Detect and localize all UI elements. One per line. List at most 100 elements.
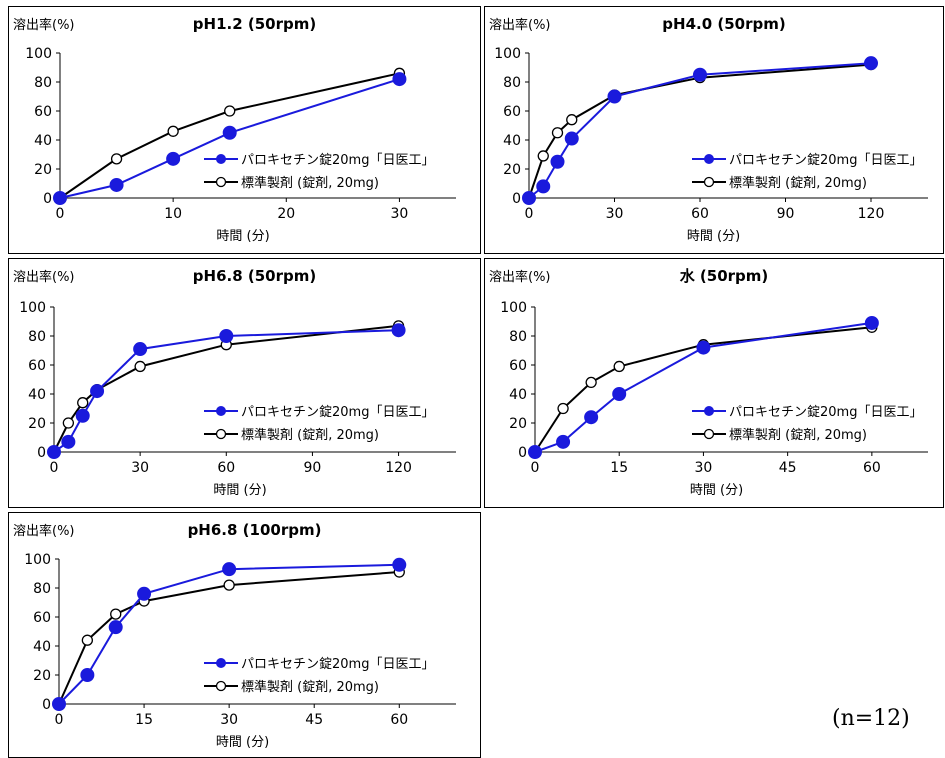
y-tick-label: 40 bbox=[509, 387, 527, 403]
data-point-test bbox=[556, 434, 571, 449]
x-tick-label: 45 bbox=[305, 712, 323, 728]
data-point-reference bbox=[167, 125, 179, 137]
y-axis-label: 溶出率(%) bbox=[489, 269, 551, 285]
legend-marker-reference bbox=[703, 176, 715, 188]
data-point-test bbox=[391, 323, 406, 338]
data-point-test bbox=[607, 89, 622, 104]
y-axis-label: 溶出率(%) bbox=[13, 523, 75, 539]
chart-svg: 水 (50rpm) 溶出率(%) 時間 (分) 0 20 40 60 80 100 0 15 30 45… bbox=[489, 267, 928, 498]
legend-marker-test bbox=[216, 406, 226, 416]
legend-marker-reference bbox=[215, 176, 227, 188]
legend-label: パロキセチン錠20mg「日医工」 bbox=[729, 405, 922, 420]
chart-svg: pH6.8 (100rpm) 溶出率(%) 時間 (分) 0 20 40 60 80 100 0 1… bbox=[13, 521, 456, 750]
data-point-test bbox=[584, 410, 599, 425]
data-point-test bbox=[53, 191, 67, 205]
x-axis-label: 時間 (分) bbox=[216, 229, 269, 244]
legend-label: パロキセチン錠20mg「日医工」 bbox=[241, 405, 434, 420]
data-point-test bbox=[47, 445, 61, 459]
y-tick-label: 80 bbox=[33, 581, 51, 597]
data-point-reference bbox=[566, 114, 578, 126]
legend-marker-test bbox=[216, 658, 226, 668]
chart-svg: pH6.8 (50rpm) 溶出率(%) 時間 (分) 0 20 40 60 80 100 0 30… bbox=[13, 267, 456, 498]
x-tick-label: 30 bbox=[131, 460, 149, 476]
y-tick-label: 0 bbox=[42, 697, 51, 713]
x-tick-label: 30 bbox=[220, 712, 238, 728]
legend-label: 標準製剤 (錠剤, 20mg) bbox=[729, 175, 867, 191]
x-tick-label: 15 bbox=[135, 712, 153, 728]
data-point-reference bbox=[551, 127, 564, 139]
y-tick-label: 60 bbox=[503, 104, 521, 120]
legend-marker-test bbox=[704, 406, 714, 416]
data-point-test bbox=[536, 179, 551, 194]
x-tick-label: 90 bbox=[777, 206, 795, 222]
y-tick-label: 0 bbox=[512, 191, 521, 207]
data-point-reference bbox=[613, 360, 625, 373]
x-tick-label: 15 bbox=[610, 460, 628, 476]
data-point-reference bbox=[110, 153, 123, 165]
x-tick-label: 90 bbox=[304, 460, 322, 476]
x-tick-label: 0 bbox=[55, 712, 64, 728]
x-tick-label: 120 bbox=[858, 206, 885, 222]
chart-title: pH4.0 (50rpm) bbox=[662, 15, 785, 33]
data-point-test bbox=[522, 191, 536, 205]
x-tick-label: 0 bbox=[531, 460, 540, 476]
legend-marker-test bbox=[704, 154, 714, 164]
y-tick-label: 20 bbox=[503, 162, 521, 178]
data-point-reference bbox=[81, 634, 94, 646]
x-tick-label: 30 bbox=[391, 206, 409, 222]
x-tick-label: 60 bbox=[863, 460, 881, 476]
y-tick-label: 100 bbox=[500, 300, 527, 316]
chart-title: pH6.8 (50rpm) bbox=[193, 267, 316, 285]
legend-marker-reference bbox=[215, 680, 227, 692]
x-tick-label: 60 bbox=[691, 206, 709, 222]
y-tick-label: 60 bbox=[34, 104, 52, 120]
x-tick-label: 60 bbox=[390, 712, 408, 728]
data-point-test bbox=[222, 125, 237, 140]
data-point-reference bbox=[223, 579, 235, 591]
y-tick-label: 100 bbox=[19, 300, 46, 316]
series-line-reference bbox=[58, 571, 400, 705]
chart-panel-ph68-100rpm: pH6.8 (100rpm) 溶出率(%) 時間 (分) 0 20 40 60 80 100 0 1… bbox=[8, 512, 481, 758]
y-axis-label: 溶出率(%) bbox=[13, 269, 75, 285]
y-tick-label: 40 bbox=[28, 387, 46, 403]
x-axis-label: 時間 (分) bbox=[216, 735, 269, 750]
data-point-reference bbox=[537, 150, 549, 162]
data-point-reference bbox=[134, 360, 146, 373]
y-tick-label: 0 bbox=[37, 445, 46, 461]
x-axis-label: 時間 (分) bbox=[687, 229, 740, 244]
chart-title: 水 (50rpm) bbox=[680, 267, 769, 285]
data-point-test bbox=[75, 408, 90, 423]
y-tick-label: 0 bbox=[518, 445, 527, 461]
y-axis-label: 溶出率(%) bbox=[13, 17, 75, 33]
y-tick-label: 0 bbox=[43, 191, 52, 207]
data-point-reference bbox=[62, 417, 75, 429]
legend-label: 標準製剤 (錠剤, 20mg) bbox=[241, 427, 379, 443]
x-tick-label: 0 bbox=[56, 206, 65, 222]
data-point-reference bbox=[557, 402, 569, 415]
data-point-test bbox=[133, 342, 148, 357]
y-tick-label: 80 bbox=[503, 75, 521, 91]
data-point-test bbox=[864, 315, 879, 330]
y-tick-label: 20 bbox=[28, 416, 46, 432]
data-point-test bbox=[219, 329, 234, 343]
y-tick-label: 60 bbox=[28, 358, 46, 374]
legend-label: 標準製剤 (錠剤, 20mg) bbox=[729, 427, 867, 443]
x-tick-label: 0 bbox=[525, 206, 534, 222]
data-point-test bbox=[864, 56, 878, 71]
chart-panel-ph40-50rpm: pH4.0 (50rpm) 溶出率(%) 時間 (分) 0 20 40 60 80 100 0 30… bbox=[484, 6, 944, 254]
series-line-reference bbox=[534, 326, 873, 453]
data-point-test bbox=[52, 697, 66, 711]
x-axis-label: 時間 (分) bbox=[690, 483, 743, 498]
y-tick-label: 40 bbox=[503, 133, 521, 149]
data-point-test bbox=[109, 177, 124, 192]
chart-svg: pH4.0 (50rpm) 溶出率(%) 時間 (分) 0 20 40 60 80 100 0 30… bbox=[489, 15, 928, 244]
chart-title: pH1.2 (50rpm) bbox=[193, 15, 316, 33]
x-tick-label: 30 bbox=[606, 206, 624, 222]
legend-label: パロキセチン錠20mg「日医工」 bbox=[729, 153, 922, 168]
y-tick-label: 100 bbox=[494, 46, 521, 62]
x-tick-label: 30 bbox=[695, 460, 713, 476]
data-point-test bbox=[222, 562, 237, 577]
data-point-test bbox=[108, 620, 123, 635]
data-point-test bbox=[612, 387, 627, 401]
legend-label: 標準製剤 (錠剤, 20mg) bbox=[241, 679, 379, 695]
